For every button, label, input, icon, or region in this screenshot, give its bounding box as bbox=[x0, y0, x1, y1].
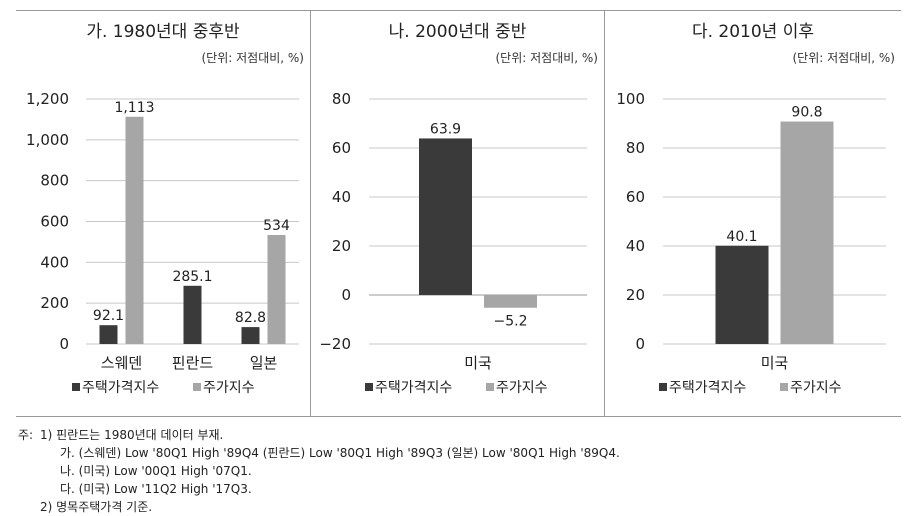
chart-panel-2010s: 다. 2010년 이후 (단위: 저점대비, %) 0 20 40 60 80 100 40.1… bbox=[605, 11, 901, 416]
chart-panel-1980s: 가. 1980년대 중후반 (단위: 저점대비, %) 0 200 400 600 800 1… bbox=[16, 11, 310, 416]
y-tick-label: 0 bbox=[59, 335, 69, 353]
y-tick-label: 400 bbox=[40, 253, 69, 271]
footnote-prefix: 주: bbox=[18, 428, 34, 442]
y-tick-label: 40 bbox=[626, 237, 645, 255]
data-label: 82.8 bbox=[235, 310, 266, 326]
chart-unit-label: (단위: 저점대비, %) bbox=[496, 51, 599, 65]
legend-swatch bbox=[659, 383, 667, 391]
bar-housing-price bbox=[99, 325, 118, 344]
legend-swatch bbox=[193, 383, 201, 391]
chart-title: 가. 1980년대 중후반 bbox=[86, 22, 240, 42]
legend-label: 주택가격지수 bbox=[375, 380, 452, 396]
data-label: 534 bbox=[263, 218, 290, 234]
y-tick-label: 60 bbox=[626, 188, 645, 206]
chart-title: 나. 2000년대 중반 bbox=[389, 22, 527, 42]
legend-swatch bbox=[72, 383, 80, 391]
data-label: 92.1 bbox=[93, 308, 124, 324]
bar-housing-price bbox=[419, 138, 472, 295]
y-tick-label: 600 bbox=[40, 213, 69, 231]
bar-housing-price bbox=[715, 245, 769, 344]
data-label: 285.1 bbox=[172, 269, 212, 285]
chart-title: 다. 2010년 이후 bbox=[692, 22, 814, 42]
bar-stock-index bbox=[780, 121, 834, 344]
y-tick-label: 200 bbox=[40, 294, 69, 312]
data-label: 1,113 bbox=[114, 100, 154, 116]
y-tick-label: 20 bbox=[332, 237, 351, 255]
x-tick-label: 미국 bbox=[761, 354, 789, 372]
data-label: 90.8 bbox=[791, 105, 822, 121]
y-tick-label: 1,200 bbox=[26, 90, 69, 108]
legend-label: 주가지수 bbox=[790, 380, 842, 396]
footnote-1-a: 가. (스웨덴) Low '80Q1 High '89Q4 (핀란드) Low … bbox=[60, 446, 620, 460]
y-tick-label: 60 bbox=[332, 139, 351, 157]
chart-svg: 가. 1980년대 중후반 (단위: 저점대비, %) 0 200 400 600 800 1… bbox=[26, 22, 305, 396]
legend-label: 주가지수 bbox=[203, 380, 255, 396]
data-label: −5.2 bbox=[494, 314, 528, 330]
legend-swatch bbox=[780, 383, 788, 391]
x-tick-label: 핀란드 bbox=[172, 354, 214, 372]
y-tick-label: 800 bbox=[40, 172, 69, 190]
footnotes: 주: 1) 핀란드는 1980년대 데이터 부재. 가. (스웨덴) Low '8… bbox=[18, 426, 620, 516]
chart-panel-2000s: 나. 2000년대 중반 (단위: 저점대비, %) −20 0 20 40 60 80 63.… bbox=[311, 11, 604, 416]
bar-housing-price bbox=[183, 285, 202, 344]
chart-svg: 나. 2000년대 중반 (단위: 저점대비, %) −20 0 20 40 60 80 63.… bbox=[319, 22, 599, 396]
chart-svg: 다. 2010년 이후 (단위: 저점대비, %) 0 20 40 60 80 100 40.1… bbox=[616, 22, 896, 396]
x-tick-label: 미국 bbox=[464, 354, 492, 372]
bar-stock-index bbox=[267, 234, 286, 344]
y-tick-label: −20 bbox=[319, 335, 351, 353]
chart-unit-label: (단위: 저점대비, %) bbox=[202, 51, 305, 65]
y-tick-label: 20 bbox=[626, 286, 645, 304]
footnote-1: 1) 핀란드는 1980년대 데이터 부재. bbox=[40, 428, 224, 442]
x-tick-label: 스웨덴 bbox=[101, 354, 142, 372]
legend-swatch bbox=[486, 383, 494, 391]
y-tick-label: 80 bbox=[332, 90, 351, 108]
x-tick-label: 일본 bbox=[250, 354, 278, 372]
legend-label: 주가지수 bbox=[496, 380, 548, 396]
chart-unit-label: (단위: 저점대비, %) bbox=[793, 51, 896, 65]
footnote-1-b: 나. (미국) Low '00Q1 High '07Q1. bbox=[60, 464, 252, 478]
data-label: 40.1 bbox=[726, 229, 757, 245]
data-label: 63.9 bbox=[430, 121, 461, 137]
y-tick-label: 80 bbox=[626, 139, 645, 157]
panel-divider bbox=[604, 11, 605, 416]
y-tick-label: 0 bbox=[635, 335, 645, 353]
legend-label: 주택가격지수 bbox=[669, 380, 746, 396]
y-tick-label: 40 bbox=[332, 188, 351, 206]
footnote-2: 2) 명목주택가격 기준. bbox=[40, 500, 153, 514]
legend-label: 주택가격지수 bbox=[82, 380, 159, 396]
chart-panels: 가. 1980년대 중후반 (단위: 저점대비, %) 0 200 400 600 800 1… bbox=[16, 10, 901, 417]
bar-housing-price bbox=[241, 327, 260, 344]
y-tick-label: 1,000 bbox=[26, 131, 69, 149]
bar-stock-index bbox=[484, 295, 537, 308]
legend-swatch bbox=[365, 383, 373, 391]
panel-divider bbox=[310, 11, 311, 416]
footnote-1-c: 다. (미국) Low '11Q2 High '17Q3. bbox=[60, 482, 252, 496]
bar-stock-index bbox=[125, 116, 144, 344]
y-tick-label: 100 bbox=[616, 90, 645, 108]
y-tick-label: 0 bbox=[341, 286, 351, 304]
